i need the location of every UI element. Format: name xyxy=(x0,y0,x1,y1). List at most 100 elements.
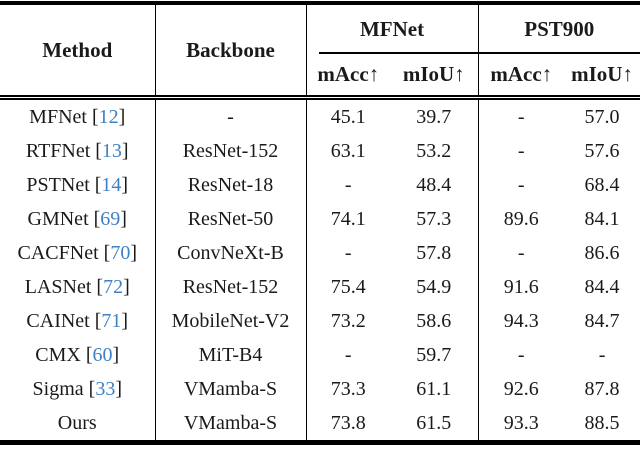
method-cell: CAINet [71] xyxy=(0,304,156,338)
table-row: Sigma [33] VMamba-S 73.3 61.1 92.6 87.8 xyxy=(0,372,640,406)
mfnet-miou-cell: 48.4 xyxy=(390,168,479,202)
citation-close-bracket: ] xyxy=(120,207,127,230)
citation-link[interactable]: 60 xyxy=(92,343,113,366)
method-cell: Sigma [33] xyxy=(0,372,156,406)
citation-link[interactable]: 14 xyxy=(101,173,122,196)
mfnet-miou-cell: 61.1 xyxy=(390,372,479,406)
method-cell: CMX [60] xyxy=(0,338,156,372)
mfnet-miou-cell: 53.2 xyxy=(390,134,479,168)
citation-open-bracket: [ xyxy=(91,105,99,128)
pst900-macc-cell: 92.6 xyxy=(503,377,539,400)
pst900-macc-cell: - xyxy=(517,139,525,162)
citation-link[interactable]: 69 xyxy=(100,207,121,230)
pst900-miou-cell: 68.4 xyxy=(584,173,620,196)
citation: [60] xyxy=(86,344,119,366)
group-header-mfnet: MFNet xyxy=(306,3,479,54)
citation-open-bracket: [ xyxy=(93,207,101,230)
pst900-miou-cell: 86.6 xyxy=(584,241,620,264)
pst900-macc-cell: - xyxy=(517,343,525,366)
pst900-miou-cell: 88.5 xyxy=(584,411,620,434)
pst900-macc-cell: - xyxy=(517,173,525,196)
table-row: MFNet [12] - 45.1 39.7 - 57.0 xyxy=(0,97,640,134)
method-cell: PSTNet [14] xyxy=(0,168,156,202)
table-row: CACFNet [70] ConvNeXt-B - 57.8 - 86.6 xyxy=(0,236,640,270)
backbone-cell: MiT-B4 xyxy=(155,338,307,372)
mfnet-macc-cell: 63.1 xyxy=(330,139,366,162)
citation: [13] xyxy=(95,140,128,162)
mfnet-miou-cell: 58.6 xyxy=(390,304,479,338)
backbone-cell: ResNet-152 xyxy=(155,134,307,168)
backbone-cell: VMamba-S xyxy=(155,406,307,443)
column-header-backbone: Backbone xyxy=(155,3,307,100)
citation-open-bracket: [ xyxy=(94,309,102,332)
pst900-macc-cell: - xyxy=(517,241,525,264)
method-name: GMNet xyxy=(27,207,89,230)
citation-close-bracket: ] xyxy=(118,105,126,128)
citation: [33] xyxy=(89,378,122,400)
method-name: MFNet xyxy=(29,105,87,128)
method-name: CAINet xyxy=(26,309,90,332)
mfnet-miou-cell: 39.7 xyxy=(390,97,479,134)
table-row: LASNet [72] ResNet-152 75.4 54.9 91.6 84.… xyxy=(0,270,640,304)
table-row: PSTNet [14] ResNet-18 - 48.4 - 68.4 xyxy=(0,168,640,202)
citation-link[interactable]: 70 xyxy=(110,241,131,264)
table-row: CMX [60] MiT-B4 - 59.7 - - xyxy=(0,338,640,372)
header-row-groups: Method Backbone MFNet PST900 xyxy=(0,3,640,100)
pst900-macc-cell: 93.3 xyxy=(503,411,539,434)
mfnet-miou-cell: 57.3 xyxy=(390,202,479,236)
mfnet-macc-cell: 73.3 xyxy=(330,377,366,400)
backbone-cell: ResNet-18 xyxy=(155,168,307,202)
pst900-miou-cell: 84.1 xyxy=(584,207,620,230)
mfnet-macc-cell: 45.1 xyxy=(330,105,366,128)
citation: [69] xyxy=(94,208,127,230)
pst900-miou-cell: 84.4 xyxy=(584,275,620,298)
column-header-method: Method xyxy=(0,3,156,100)
mfnet-miou-cell: 59.7 xyxy=(390,338,479,372)
citation-link[interactable]: 71 xyxy=(101,309,122,332)
table-row: CAINet [71] MobileNet-V2 73.2 58.6 94.3 8… xyxy=(0,304,640,338)
backbone-cell: ResNet-50 xyxy=(155,202,307,236)
method-cell: GMNet [69] xyxy=(0,202,156,236)
pst900-miou-cell: 57.6 xyxy=(584,139,620,162)
mfnet-miou-cell: 61.5 xyxy=(390,406,479,443)
table-header: Method Backbone MFNet PST900 mAcc↑ mIoU↑… xyxy=(0,3,640,100)
mfnet-macc-cell: - xyxy=(344,173,352,196)
header-row-metrics: mAcc↑ mIoU↑ mAcc↑ mIoU↑ xyxy=(0,54,640,100)
pst900-macc-cell: 94.3 xyxy=(503,309,539,332)
method-name: Ours xyxy=(57,411,97,434)
table-row: GMNet [69] ResNet-50 74.1 57.3 89.6 84.1 xyxy=(0,202,640,236)
method-name: LASNet xyxy=(24,275,92,298)
mfnet-macc-cell: 73.8 xyxy=(330,411,366,434)
citation: [12] xyxy=(92,106,125,128)
mfnet-macc-cell: 74.1 xyxy=(330,207,366,230)
citation-open-bracket: [ xyxy=(96,275,104,298)
pst900-macc-cell: - xyxy=(517,105,525,128)
citation-close-bracket: ] xyxy=(130,241,137,264)
mfnet-macc-cell: 73.2 xyxy=(330,309,366,332)
citation-link[interactable]: 33 xyxy=(95,377,116,400)
pst900-miou-cell: 57.0 xyxy=(584,105,620,128)
mfnet-macc-cell: - xyxy=(344,343,352,366)
column-header-pst900-macc: mAcc↑ xyxy=(478,54,565,100)
method-name: CMX xyxy=(35,343,81,366)
citation-link[interactable]: 12 xyxy=(98,105,119,128)
group-header-pst900: PST900 xyxy=(478,3,640,54)
citation-close-bracket: ] xyxy=(121,309,129,332)
table-body: MFNet [12] - 45.1 39.7 - 57.0 RTFNet [13] … xyxy=(0,97,640,443)
citation-open-bracket: [ xyxy=(103,241,111,264)
table-row: RTFNet [13] ResNet-152 63.1 53.2 - 57.6 xyxy=(0,134,640,168)
citation: [14] xyxy=(95,174,128,196)
method-cell: MFNet [12] xyxy=(0,97,156,134)
citation-close-bracket: ] xyxy=(112,343,120,366)
citation-close-bracket: ] xyxy=(115,377,122,400)
backbone-cell: ConvNeXt-B xyxy=(155,236,307,270)
backbone-cell: MobileNet-V2 xyxy=(155,304,307,338)
pst900-miou-cell: 84.7 xyxy=(584,309,620,332)
citation-link[interactable]: 72 xyxy=(103,275,124,298)
citation: [71] xyxy=(95,310,128,332)
method-cell: RTFNet [13] xyxy=(0,134,156,168)
citation-open-bracket: [ xyxy=(95,139,102,162)
citation-link[interactable]: 13 xyxy=(101,139,122,162)
citation-open-bracket: [ xyxy=(94,173,102,196)
